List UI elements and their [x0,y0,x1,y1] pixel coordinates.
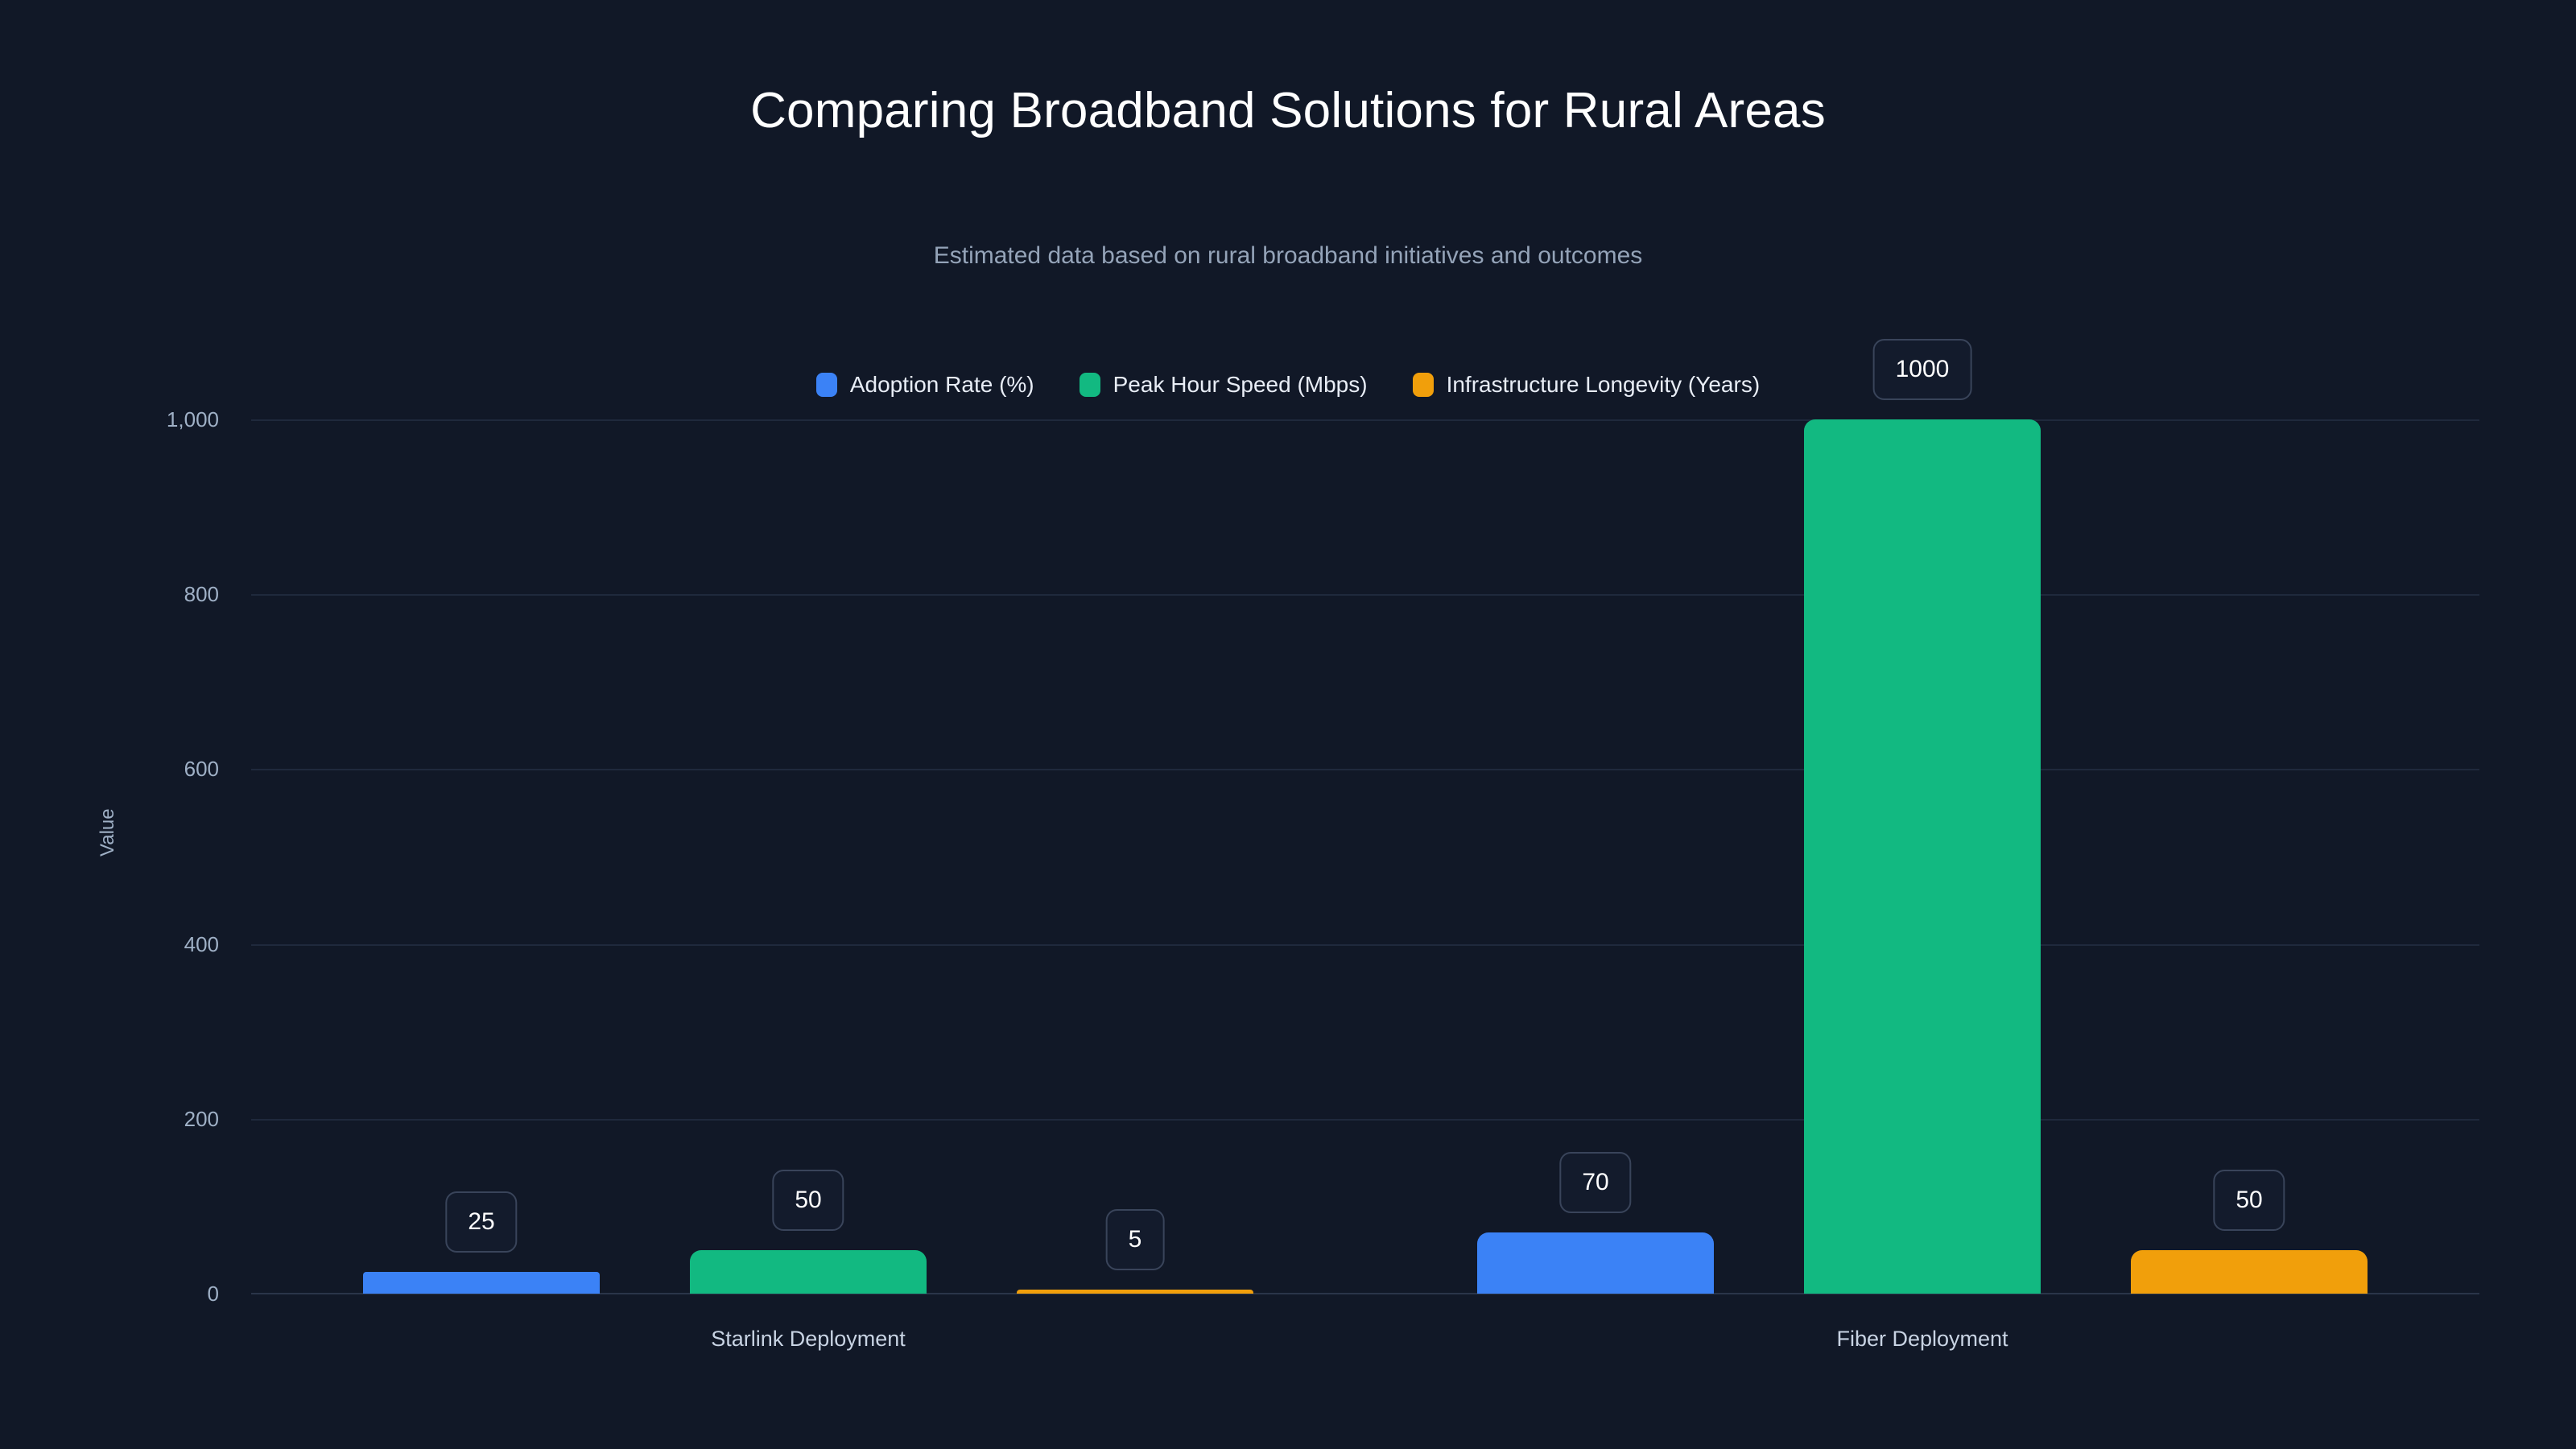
bar-value-label: 50 [772,1169,844,1231]
bar-value-label: 70 [1559,1151,1632,1213]
bar[interactable] [1477,1232,1714,1294]
plot-area [251,419,2479,1294]
x-axis-category-label: Starlink Deployment [711,1327,906,1351]
y-axis-tick-label: 200 [184,1106,219,1131]
bar-value-label: 5 [1105,1208,1165,1270]
gridline [251,943,2479,946]
bar-value-label: 25 [445,1191,518,1253]
bar[interactable] [1804,419,2041,1294]
legend-item-0[interactable]: Adoption Rate (%) [815,372,1034,397]
legend-swatch-icon [1412,373,1434,397]
y-axis-tick-label: 0 [207,1282,219,1306]
bar[interactable] [363,1271,600,1294]
chart-title: Comparing Broadband Solutions for Rural … [750,83,1826,138]
legend-label: Infrastructure Longevity (Years) [1446,372,1761,397]
legend-swatch-icon [815,373,837,397]
x-axis-line [251,1293,2479,1294]
bar-value-label: 50 [2213,1169,2285,1231]
gridline [251,769,2479,771]
bar[interactable] [1017,1289,1253,1294]
bar[interactable] [690,1249,927,1294]
bar-value-label: 1000 [1872,339,1972,400]
legend-label: Adoption Rate (%) [849,372,1034,397]
legend-item-1[interactable]: Peak Hour Speed (Mbps) [1079,372,1368,397]
legend-label: Peak Hour Speed (Mbps) [1113,372,1368,397]
gridline [251,419,2479,421]
gridline [251,1118,2479,1121]
y-axis-title: Value [97,808,118,857]
x-axis-category-label: Fiber Deployment [1836,1327,2008,1351]
gridline [251,594,2479,597]
legend-swatch-icon [1079,373,1100,397]
y-axis-tick-label: 600 [184,757,219,782]
chart-legend: Adoption Rate (%) Peak Hour Speed (Mbps) I… [0,373,2576,397]
y-axis-tick-label: 800 [184,582,219,607]
bar[interactable] [2131,1249,2368,1294]
y-axis-tick-label: 1,000 [166,407,219,431]
y-axis-tick-label: 400 [184,931,219,956]
chart-subtitle: Estimated data based on rural broadband … [933,242,1643,269]
legend-item-2[interactable]: Infrastructure Longevity (Years) [1412,372,1761,397]
